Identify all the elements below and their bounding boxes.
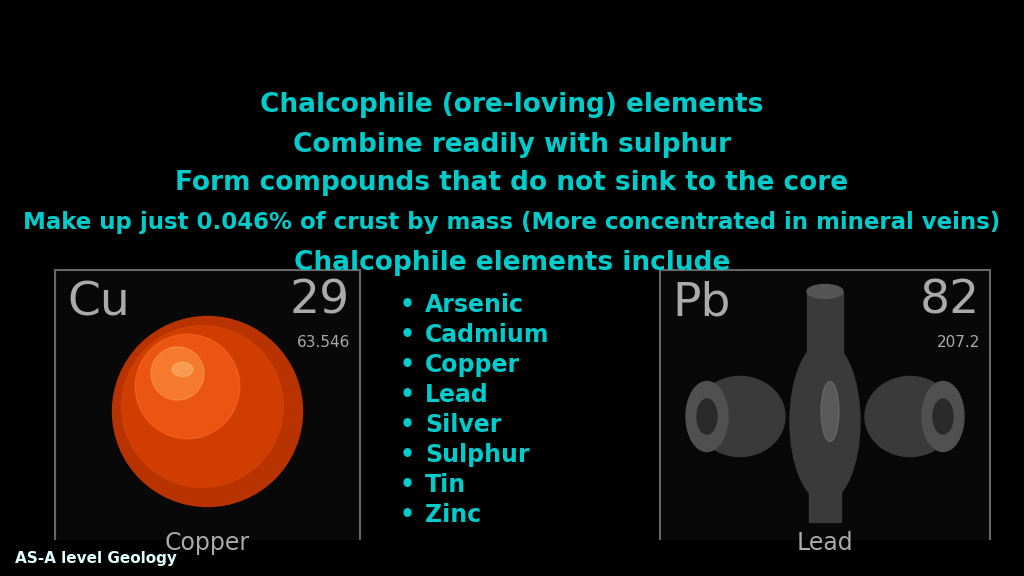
Text: Zinc: Zinc (425, 503, 481, 527)
Text: •: • (400, 443, 415, 467)
Circle shape (135, 334, 240, 439)
Ellipse shape (790, 342, 860, 502)
Bar (55, 270, 360, 573)
Circle shape (151, 347, 204, 400)
Text: •: • (400, 293, 415, 317)
Ellipse shape (821, 381, 839, 441)
Text: 82: 82 (920, 278, 980, 323)
Text: •: • (400, 353, 415, 377)
Text: Lead: Lead (425, 383, 488, 407)
Bar (807, 291, 843, 357)
Ellipse shape (686, 381, 728, 452)
Text: Combine readily with sulphur: Combine readily with sulphur (293, 132, 731, 158)
Text: •: • (400, 383, 415, 407)
Text: 29: 29 (290, 278, 350, 323)
Text: Cu: Cu (67, 280, 130, 325)
Circle shape (122, 326, 284, 487)
Text: Pb: Pb (672, 280, 730, 325)
Text: Form compounds that do not sink to the core: Form compounds that do not sink to the c… (175, 170, 849, 196)
Ellipse shape (172, 362, 193, 377)
Text: 207.2: 207.2 (937, 335, 980, 350)
Ellipse shape (695, 377, 785, 457)
Text: Chalcophile Elements – Trace amounts in the Crust: Chalcophile Elements – Trace amounts in … (0, 17, 1024, 59)
Text: Copper: Copper (425, 353, 520, 377)
Text: Sulphur: Sulphur (425, 443, 529, 467)
Text: Chalcophile elements include: Chalcophile elements include (294, 250, 730, 276)
Ellipse shape (697, 399, 717, 434)
Ellipse shape (933, 399, 953, 434)
Text: Chalcophile (ore-loving) elements: Chalcophile (ore-loving) elements (260, 92, 764, 118)
Circle shape (113, 316, 302, 506)
Text: •: • (400, 413, 415, 437)
Text: •: • (400, 503, 415, 527)
Text: •: • (400, 323, 415, 347)
Text: Tin: Tin (425, 473, 466, 497)
Text: Arsenic: Arsenic (425, 293, 524, 317)
Text: Lead: Lead (797, 531, 853, 555)
Bar (660, 270, 990, 573)
Text: 63.546: 63.546 (297, 335, 350, 350)
Text: AS-A level Geology: AS-A level Geology (15, 551, 177, 566)
Text: Copper: Copper (165, 531, 250, 555)
Text: Silver: Silver (425, 413, 502, 437)
Text: Cadmium: Cadmium (425, 323, 550, 347)
Ellipse shape (807, 285, 843, 298)
Ellipse shape (865, 377, 955, 457)
Ellipse shape (922, 381, 964, 452)
Text: Make up just 0.046% of crust by mass (More concentrated in mineral veins): Make up just 0.046% of crust by mass (Mo… (24, 211, 1000, 234)
Text: •: • (400, 473, 415, 497)
Bar (809, 482, 841, 521)
